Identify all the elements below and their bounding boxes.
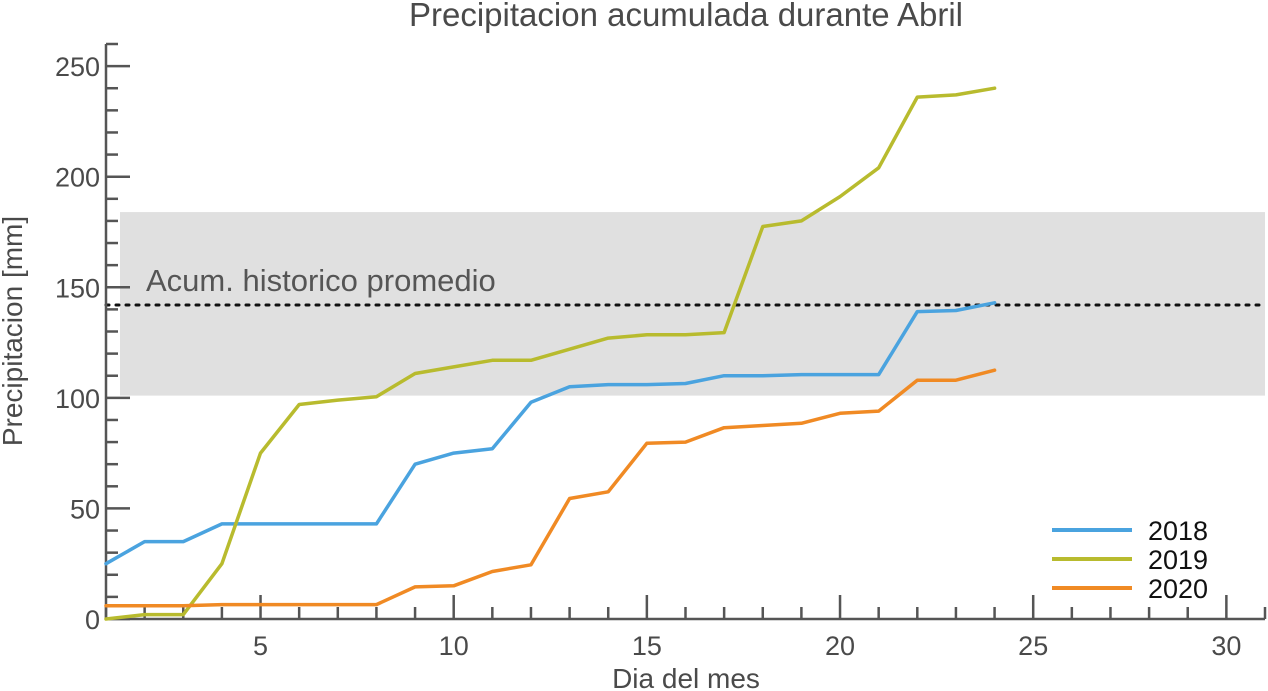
series-layer [104,86,997,621]
legend-label-2018: 2018 [1148,516,1208,546]
historical-band [120,212,1265,396]
chart-title: Precipitacion acumulada durante Abril [409,0,963,33]
legend-label-2020: 2020 [1148,574,1208,604]
historical-mean-label: Acum. historico promedio [146,263,496,298]
y-tick-label: 100 [55,384,100,414]
y-tick-label: 50 [70,494,100,524]
y-tick-label: 200 [55,163,100,193]
x-tick-label: 5 [253,631,268,661]
x-tick-label: 30 [1211,631,1241,661]
mean-layer: Acum. historico promedio [104,263,1267,307]
y-tick-label: 250 [55,52,100,82]
y-axis-label: Precipitacion [mm] [0,216,28,446]
legend-label-2019: 2019 [1148,545,1208,575]
series-line-2020 [104,368,997,608]
y-tick-label: 150 [55,273,100,303]
axes-layer: 0 50 100 150 200 250 5 10 15 20 25 30 [55,42,1267,661]
x-tick-label: 10 [439,631,469,661]
y-tick-label: 0 [85,605,100,635]
x-tick-label: 15 [632,631,662,661]
x-axis-label: Dia del mes [612,663,760,691]
x-tick-label: 25 [1018,631,1048,661]
x-tick-label: 20 [825,631,855,661]
series-line-2018 [104,301,997,566]
series-line-2019 [104,86,997,621]
band-layer [120,212,1265,396]
